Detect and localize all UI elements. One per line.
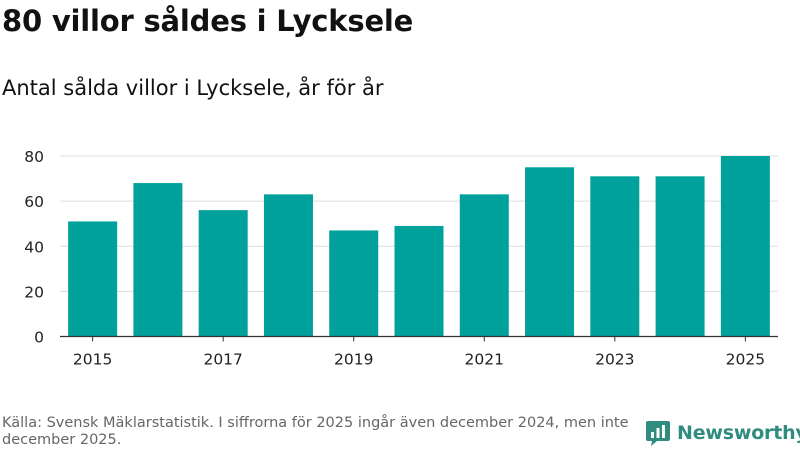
bar bbox=[590, 176, 640, 337]
x-tick-label: 2015 bbox=[73, 351, 112, 369]
bar-chart: 0 20 40 60 80 2015 2017 2019 2021 2023 2025 bbox=[24, 148, 778, 369]
y-tick-label: 80 bbox=[24, 148, 44, 166]
bar bbox=[198, 210, 248, 337]
x-tick-label: 2021 bbox=[465, 351, 504, 369]
bar bbox=[329, 230, 379, 337]
bar bbox=[263, 194, 313, 337]
bar bbox=[525, 167, 575, 337]
y-tick-label: 60 bbox=[24, 193, 44, 211]
bar bbox=[459, 194, 509, 337]
y-tick-label: 0 bbox=[34, 329, 44, 347]
newsworthy-logo: Newsworthy bbox=[645, 419, 800, 447]
x-tick-label: 2019 bbox=[334, 351, 373, 369]
x-tick-label: 2025 bbox=[726, 351, 765, 369]
x-tick-label: 2017 bbox=[203, 351, 242, 369]
y-tick-label: 40 bbox=[24, 238, 44, 256]
bar bbox=[720, 156, 770, 337]
y-tick-label: 20 bbox=[24, 283, 44, 301]
bar bbox=[394, 225, 444, 337]
bar bbox=[133, 183, 183, 337]
chart-title: 80 villor såldes i Lycksele bbox=[2, 4, 414, 38]
bar bbox=[655, 176, 705, 337]
bar bbox=[68, 221, 118, 337]
chart-subtitle: Antal sålda villor i Lycksele, år för år bbox=[2, 76, 384, 100]
x-tick-label: 2023 bbox=[595, 351, 634, 369]
newsworthy-logo-icon bbox=[646, 421, 670, 446]
brand-name: Newsworthy bbox=[677, 422, 800, 444]
source-note: Källa: Svensk Mäklarstatistik. I siffror… bbox=[2, 415, 629, 448]
